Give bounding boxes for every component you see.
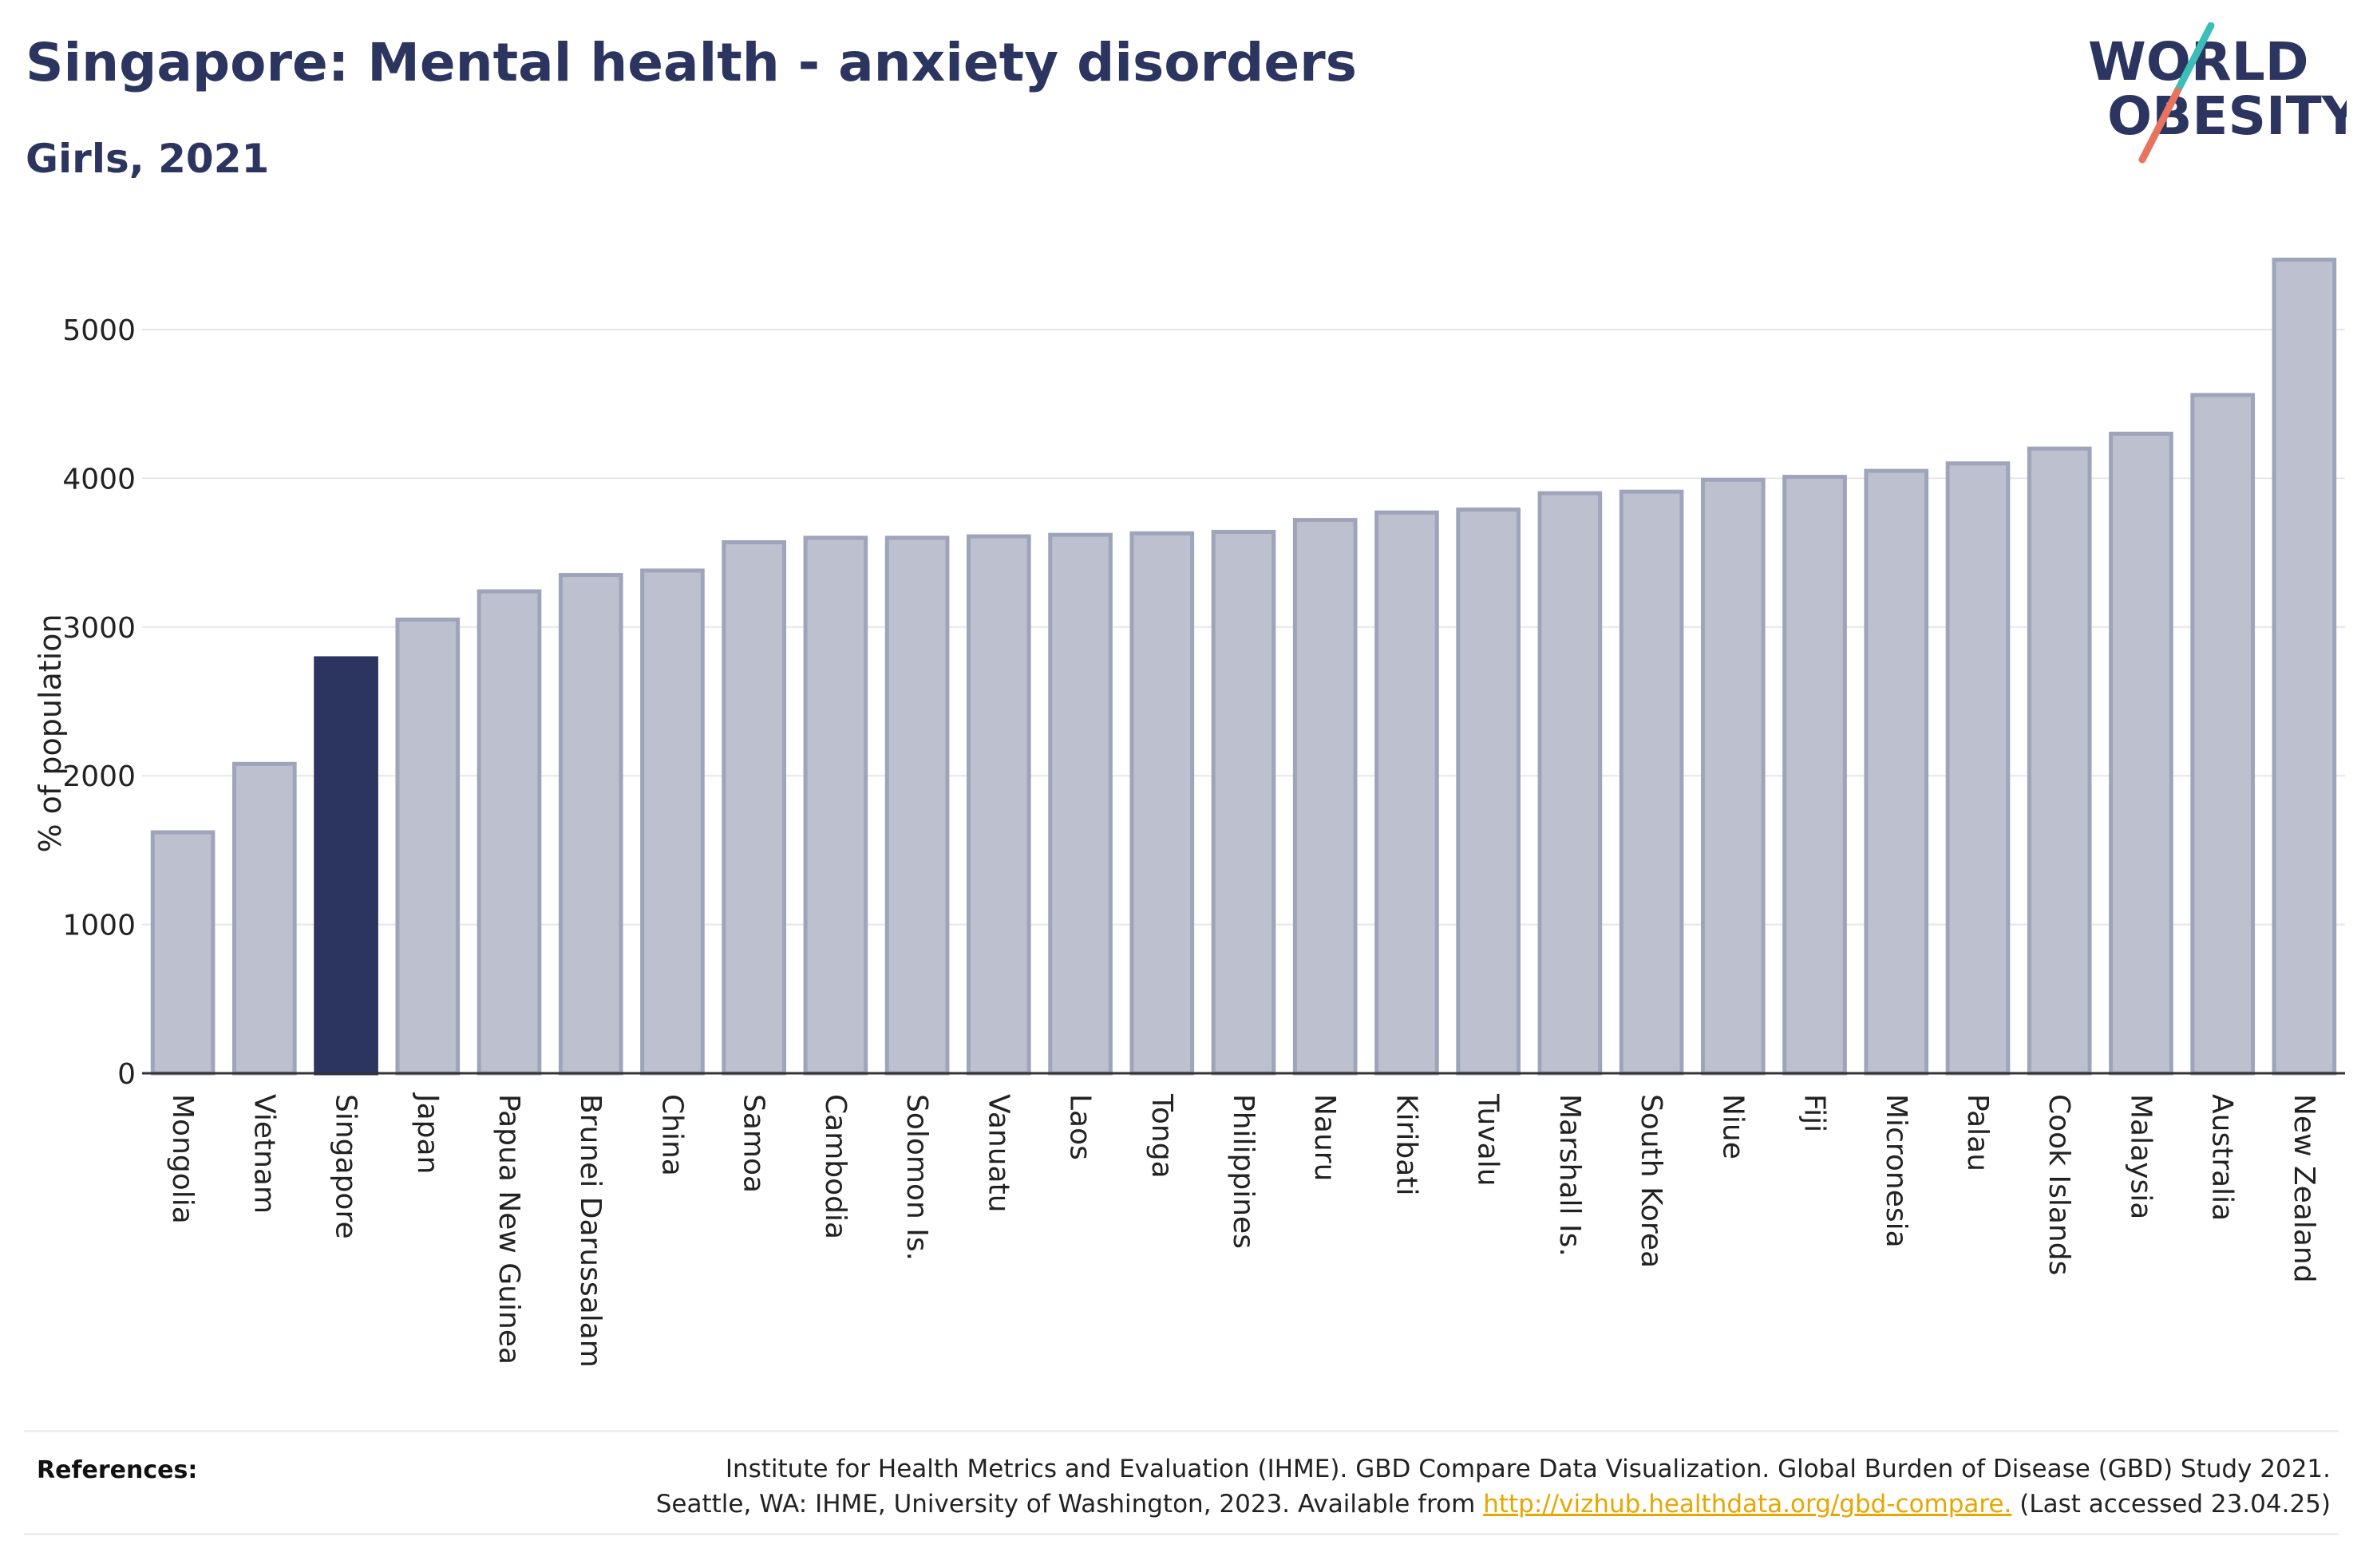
x-tick-label: South Korea bbox=[1635, 1094, 1667, 1268]
bar-kiribati bbox=[1374, 510, 1439, 1076]
bar-chart: 0 1000 2000 3000 4000 5000 Mongolia Vietnam Sing… bbox=[33, 257, 2345, 1368]
x-tick-label: Malaysia bbox=[2124, 1094, 2157, 1219]
x-tick-label: Marshall Is. bbox=[1553, 1094, 1586, 1257]
bar-tonga bbox=[1129, 531, 1195, 1076]
world-obesity-logo: WORLD OBESITY bbox=[2088, 22, 2347, 164]
x-tick-label: Mongolia bbox=[166, 1094, 199, 1224]
x-tick-label: China bbox=[655, 1094, 688, 1176]
bar-brunei-darussalam bbox=[558, 573, 623, 1076]
references-label: References: bbox=[37, 1456, 198, 1484]
x-tick-label: Palau bbox=[1961, 1094, 1994, 1171]
bar-japan bbox=[395, 617, 461, 1076]
y-tick-label: 5000 bbox=[62, 314, 136, 347]
y-tick-label: 1000 bbox=[62, 910, 136, 942]
bar-tuvalu bbox=[1456, 508, 1521, 1076]
x-tick-label: Fiji bbox=[1798, 1094, 1831, 1132]
y-tick-label: 4000 bbox=[62, 463, 136, 496]
x-tick-label: Kiribati bbox=[1390, 1094, 1422, 1195]
bar-micronesia bbox=[1864, 468, 1929, 1076]
bar-vietnam bbox=[232, 761, 297, 1076]
logo-line2: OBESITY bbox=[2107, 85, 2347, 147]
x-tick-label: Nauru bbox=[1308, 1094, 1341, 1181]
bar-samoa bbox=[722, 540, 786, 1076]
references-line2-suffix: (Last accessed 23.04.25) bbox=[2011, 1490, 2331, 1519]
references-text: Institute for Health Metrics and Evaluat… bbox=[656, 1451, 2331, 1522]
bar-cook-islands bbox=[2027, 446, 2092, 1076]
references-line2-prefix: Seattle, WA: IHME, University of Washing… bbox=[655, 1490, 1484, 1519]
x-tick-label: Australia bbox=[2206, 1094, 2239, 1221]
bar-papua-new-guinea bbox=[477, 589, 542, 1076]
x-tick-label: Solomon Is. bbox=[900, 1094, 933, 1261]
logo-line1: WORLD bbox=[2088, 31, 2309, 93]
x-tick-label: Brunei Darussalam bbox=[574, 1094, 607, 1368]
bar-south-korea bbox=[1619, 489, 1684, 1076]
references-line2: Seattle, WA: IHME, University of Washing… bbox=[656, 1487, 2331, 1522]
y-axis-label: % of population bbox=[33, 614, 68, 852]
bar-laos bbox=[1048, 532, 1113, 1076]
x-tick-label: Micronesia bbox=[1880, 1094, 1912, 1248]
references-panel: References: Institute for Health Metrics… bbox=[24, 1430, 2339, 1535]
y-tick-label: 2000 bbox=[62, 760, 136, 793]
bar-china bbox=[640, 568, 705, 1076]
x-tick-label: Tuvalu bbox=[1472, 1093, 1505, 1187]
chart-subtitle: Girls, 2021 bbox=[26, 136, 270, 182]
x-tick-label: Philippines bbox=[1227, 1094, 1260, 1249]
x-tick-label: Cook Islands bbox=[2043, 1094, 2075, 1275]
x-tick-label: Niue bbox=[1716, 1094, 1749, 1159]
x-tick-label: Tonga bbox=[1145, 1093, 1178, 1179]
x-tick-label: New Zealand bbox=[2288, 1094, 2320, 1283]
x-tick-label: Papua New Guinea bbox=[492, 1094, 525, 1365]
bar-australia bbox=[2190, 393, 2255, 1076]
x-tick-label: Singapore bbox=[330, 1094, 362, 1239]
bar-singapore bbox=[314, 656, 378, 1076]
y-tick-label: 3000 bbox=[62, 612, 136, 645]
bar-new-zealand bbox=[2272, 257, 2337, 1076]
bar-fiji bbox=[1782, 475, 1847, 1076]
x-tick-label: Vietnam bbox=[247, 1094, 280, 1214]
bar-malaysia bbox=[2109, 431, 2173, 1076]
logo-slash-teal bbox=[2173, 22, 2215, 95]
axes: 0 1000 2000 3000 4000 5000 Mongolia Vietnam Sing… bbox=[62, 314, 2345, 1368]
chart-title: Singapore: Mental health - anxiety disor… bbox=[26, 32, 1358, 93]
bar-marshall-is bbox=[1537, 491, 1603, 1076]
x-tick-label: Cambodia bbox=[819, 1094, 852, 1239]
x-tick-label: Vanuatu bbox=[982, 1094, 1014, 1213]
y-tick-label: 0 bbox=[117, 1058, 136, 1091]
logo-slash-coral bbox=[2138, 87, 2181, 164]
bar-mongolia bbox=[150, 830, 216, 1076]
bars bbox=[150, 257, 2337, 1076]
references-line1: Institute for Health Metrics and Evaluat… bbox=[725, 1455, 2331, 1483]
gbd-compare-link[interactable]: http://vizhub.healthdata.org/gbd-compare… bbox=[1483, 1490, 2012, 1519]
bar-cambodia bbox=[803, 535, 868, 1076]
bar-niue bbox=[1701, 477, 1766, 1076]
bar-philippines bbox=[1211, 530, 1276, 1076]
bar-palau bbox=[1945, 461, 2011, 1076]
bar-solomon-is bbox=[884, 535, 950, 1076]
x-tick-label: Laos bbox=[1064, 1094, 1097, 1160]
bar-vanuatu bbox=[967, 534, 1031, 1076]
bar-nauru bbox=[1292, 518, 1358, 1076]
x-tick-label: Japan bbox=[411, 1092, 444, 1174]
x-tick-label: Samoa bbox=[738, 1094, 770, 1193]
